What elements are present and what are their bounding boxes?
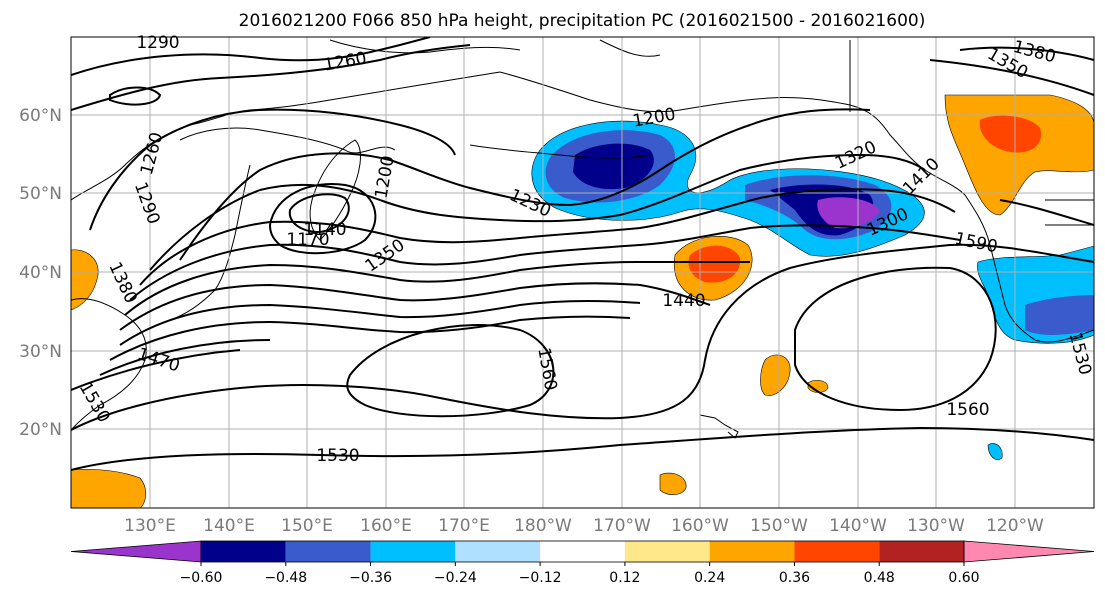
lon-label: 160°E bbox=[360, 516, 412, 536]
coast-aleutians bbox=[469, 144, 651, 159]
contour-line bbox=[288, 193, 350, 234]
contour-label: 1290 bbox=[136, 33, 179, 53]
contour-line bbox=[71, 349, 241, 391]
contour-line bbox=[71, 426, 1094, 471]
neg-anomaly-california-mid bbox=[1025, 295, 1094, 335]
contour-line bbox=[71, 44, 471, 111]
colorbar-swatch bbox=[624, 541, 710, 562]
colorbar-tick-label: 0.48 bbox=[864, 570, 895, 586]
colorbar: −0.60 −0.48 −0.36 −0.24 −0.12 0.12 0.24 0.36 0.4… bbox=[70, 540, 1095, 586]
map-frame bbox=[70, 36, 1095, 509]
colorbar-tick-label: −0.12 bbox=[519, 570, 562, 586]
coast-alaska bbox=[499, 71, 966, 196]
colorbar-swatch bbox=[201, 541, 286, 562]
longitude-labels: 130°E 140°E 150°E 160°E 170°E 180°W 170°… bbox=[124, 516, 1044, 536]
contour-line bbox=[268, 183, 377, 255]
lat-label: 50°N bbox=[19, 184, 62, 204]
precipitation-shading bbox=[71, 94, 1094, 508]
lat-label: 20°N bbox=[19, 420, 62, 440]
pos-anomaly-subtropic bbox=[760, 354, 791, 396]
pos-anomaly-philippine-sea bbox=[71, 468, 147, 508]
contour-line bbox=[139, 188, 956, 286]
lon-label: 120°W bbox=[986, 516, 1044, 536]
colorbar-tick-label: 0.12 bbox=[609, 570, 640, 586]
coast-north-asia bbox=[329, 39, 661, 57]
map-layers bbox=[71, 37, 1094, 508]
height-contours bbox=[71, 37, 1094, 471]
colorbar-swatch bbox=[540, 541, 625, 562]
contour-label: 1170 bbox=[286, 230, 329, 250]
neg-anomaly-small-east bbox=[987, 443, 1003, 460]
contour-line bbox=[109, 86, 162, 106]
lon-label: 140°W bbox=[829, 516, 887, 536]
colorbar-tick-label: 0.24 bbox=[694, 570, 725, 586]
neg-anomaly-peak2 bbox=[817, 197, 880, 229]
colorbar-swatch bbox=[709, 541, 795, 562]
colorbar-swatch bbox=[285, 541, 371, 562]
neg-anomaly-core1 bbox=[573, 143, 654, 190]
lon-label: 130°E bbox=[124, 516, 176, 536]
coast-kamchatka bbox=[309, 139, 361, 241]
colorbar-tick-label: −0.36 bbox=[349, 570, 392, 586]
colorbar-extension-high bbox=[963, 540, 1095, 563]
lon-label: 150°W bbox=[750, 516, 808, 536]
contour-label: 1530 bbox=[316, 446, 359, 466]
contour-line bbox=[794, 266, 997, 412]
lon-label: 130°W bbox=[907, 516, 965, 536]
coast-north-america-west bbox=[964, 194, 1094, 343]
contour-line bbox=[99, 339, 271, 376]
colorbar-swatch bbox=[370, 541, 456, 562]
contour-line bbox=[959, 46, 1094, 61]
contour-line bbox=[119, 299, 641, 346]
coastlines bbox=[71, 39, 1094, 439]
colorbar-tick-label: 0.36 bbox=[779, 570, 810, 586]
latitude-labels: 60°N 50°N 40°N 30°N 20°N bbox=[19, 106, 62, 440]
colorbar-frame bbox=[200, 540, 965, 563]
colorbar-swatch bbox=[794, 541, 880, 562]
contour-line bbox=[119, 282, 711, 331]
contour-line bbox=[149, 153, 926, 271]
contour-line bbox=[124, 260, 750, 316]
contour-label: 1560 bbox=[946, 400, 989, 420]
colorbar-tick-label: −0.60 bbox=[180, 570, 223, 586]
lat-label: 30°N bbox=[19, 342, 62, 362]
lat-label: 60°N bbox=[19, 106, 62, 126]
lon-label: 150°E bbox=[281, 516, 333, 536]
lon-label: 170°E bbox=[438, 516, 490, 536]
contour-line bbox=[89, 108, 456, 231]
coast-canada-interior bbox=[849, 40, 1094, 226]
lat-label: 40°N bbox=[19, 263, 62, 283]
colorbar-tick-label: 0.60 bbox=[948, 570, 979, 586]
coast-okhotsk bbox=[179, 127, 396, 154]
colorbar-swatch bbox=[455, 541, 541, 562]
lon-label: 140°E bbox=[203, 516, 255, 536]
colorbar-extension-low bbox=[70, 540, 202, 563]
coast-korea-china bbox=[71, 298, 147, 431]
figure-title: 2016021200 F066 850 hPa height, precipit… bbox=[239, 11, 926, 31]
pos-anomaly-west-canada-core bbox=[979, 115, 1041, 153]
pos-anomaly-hawaii-south bbox=[659, 472, 687, 495]
lon-label: 170°W bbox=[593, 516, 651, 536]
contour-line bbox=[179, 108, 871, 261]
pos-anomaly-dateline-core bbox=[688, 245, 741, 283]
pos-anomaly-japan-west bbox=[71, 249, 99, 311]
contour-line bbox=[71, 243, 1094, 431]
colorbar-swatch bbox=[879, 541, 964, 562]
contour-line bbox=[346, 324, 555, 418]
contour-label: 1140 bbox=[303, 220, 346, 240]
contour-line bbox=[129, 224, 961, 301]
colorbar-tick-label: −0.24 bbox=[434, 570, 477, 586]
coast-sakhalin-japan bbox=[169, 164, 251, 321]
lon-label: 180°W bbox=[514, 516, 572, 536]
contour-line bbox=[71, 37, 431, 76]
contour-label: 1440 bbox=[662, 291, 705, 311]
contour-line bbox=[109, 315, 631, 361]
colorbar-tick-label: −0.48 bbox=[264, 570, 307, 586]
contour-line bbox=[929, 59, 1094, 96]
lon-label: 160°W bbox=[671, 516, 729, 536]
contour-line bbox=[999, 199, 1094, 226]
